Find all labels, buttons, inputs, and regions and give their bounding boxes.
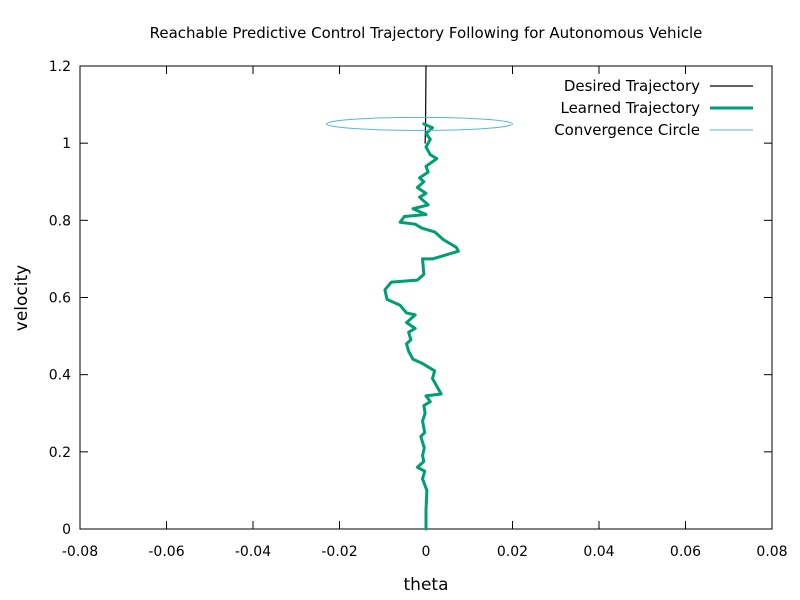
- legend-label-desired-trajectory: Desired Trajectory: [564, 77, 700, 95]
- x-tick-label: -0.06: [148, 544, 184, 560]
- learned-trajectory-line: [383, 122, 460, 531]
- x-axis-label: theta: [404, 575, 449, 595]
- desired-trajectory-line: [424, 65, 427, 144]
- y-tick-label: 0.8: [49, 213, 71, 229]
- legend: Desired Trajectory Learned Trajectory Conv…: [554, 77, 753, 139]
- y-tick-label: 0: [62, 522, 71, 538]
- chart-title: Reachable Predictive Control Trajectory …: [150, 24, 703, 42]
- x-tick-label: 0.04: [583, 544, 614, 560]
- x-tick-label: 0.08: [756, 544, 787, 560]
- y-tick-label: 0.6: [49, 291, 71, 307]
- x-tick-label: -0.02: [321, 544, 357, 560]
- y-tick-label: 0.4: [49, 368, 71, 384]
- legend-label-convergence-circle: Convergence Circle: [554, 121, 700, 139]
- convergence-circle-ellipse: [326, 116, 514, 131]
- legend-label-learned-trajectory: Learned Trajectory: [560, 99, 700, 117]
- x-tick-label: 0.06: [670, 544, 701, 560]
- y-tick-label: 1.2: [49, 59, 71, 75]
- x-tick-label: -0.04: [235, 544, 271, 560]
- y-axis-label: velocity: [12, 265, 32, 331]
- x-tick-label: 0.02: [497, 544, 528, 560]
- x-tick-label: -0.08: [62, 544, 98, 560]
- y-tick-label: 1: [62, 136, 71, 152]
- x-tick-label: 0: [422, 544, 431, 560]
- y-tick-label: 0.2: [49, 445, 71, 461]
